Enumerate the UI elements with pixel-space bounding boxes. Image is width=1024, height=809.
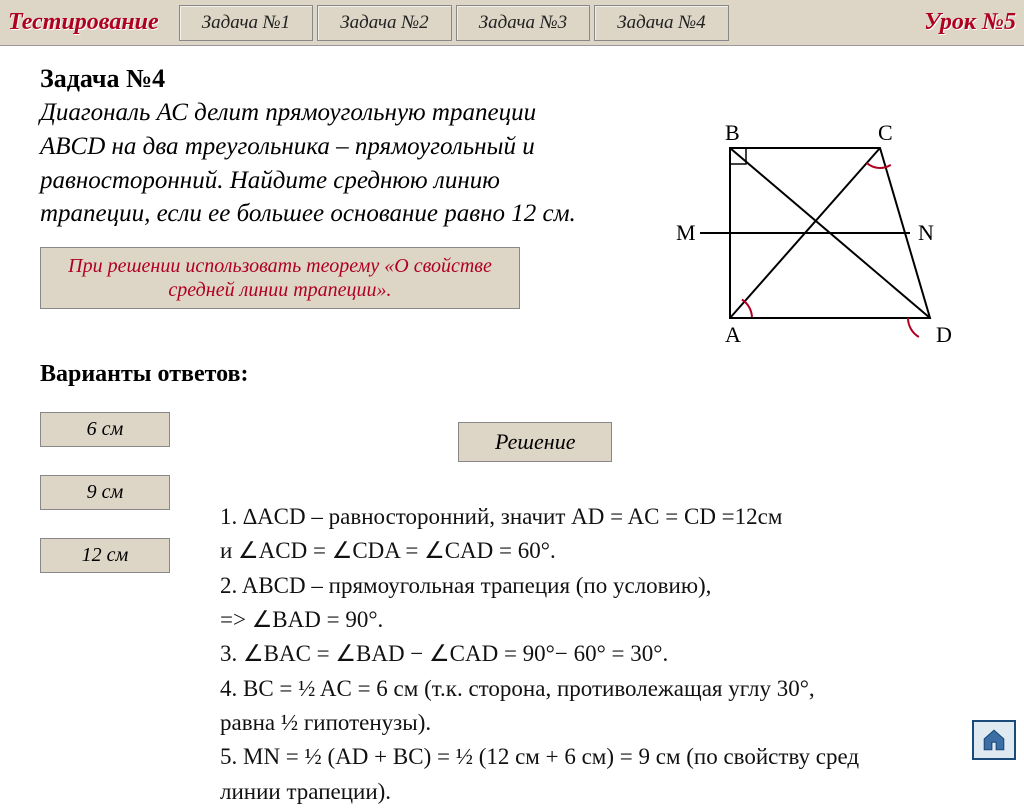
answer-option-1[interactable]: 6 см (40, 412, 170, 447)
svg-text:N: N (918, 220, 934, 245)
home-button[interactable] (972, 720, 1016, 760)
solution-line: равна ½ гипотенузы). (220, 706, 1010, 739)
problem-text: Диагональ АС делит прямоугольную трапеци… (40, 96, 600, 231)
svg-text:C: C (878, 120, 893, 145)
answer-option-2[interactable]: 9 см (40, 475, 170, 510)
tabs: Задача №1 Задача №2 Задача №3 Задача №4 (179, 5, 729, 41)
top-bar: Тестирование Задача №1 Задача №2 Задача … (0, 0, 1024, 46)
svg-text:A: A (725, 322, 741, 347)
geometry-diagram: A B C D M N (620, 108, 980, 348)
svg-text:M: M (676, 220, 696, 245)
solution-line: и ∠ACD = ∠CDA = ∠CAD = 60°. (220, 534, 1010, 567)
content: Задача №4 Диагональ АС делит прямоугольн… (0, 46, 1024, 573)
tab-task-3[interactable]: Задача №3 (456, 5, 591, 41)
lesson-label: Урок №5 (924, 9, 1016, 36)
solution-line: 3. ∠BAC = ∠BAD − ∠CAD = 90°− 60° = 30°. (220, 637, 1010, 670)
answer-options: 6 см 9 см 12 см (40, 412, 170, 573)
tab-task-4[interactable]: Задача №4 (594, 5, 729, 41)
solution-button[interactable]: Решение (458, 422, 612, 462)
answers-title: Варианты ответов: (40, 361, 994, 388)
solution-line: 2. ABCD – прямоугольная трапеция (по усл… (220, 569, 1010, 602)
solution-line: 1. ∆ACD – равносторонний, значит AD = AC… (220, 500, 1010, 533)
solution-line: => ∠BAD = 90°. (220, 603, 1010, 636)
solution-line: 4. BC = ½ AC = 6 см (т.к. сторона, проти… (220, 672, 1010, 705)
svg-text:D: D (936, 322, 952, 347)
solution-line: линии трапеции). (220, 775, 1010, 808)
tab-task-2[interactable]: Задача №2 (317, 5, 452, 41)
solution-text: 1. ∆ACD – равносторонний, значит AD = AC… (220, 500, 1010, 809)
hint-box: При решении использовать теорему «О свой… (40, 247, 520, 309)
problem-title: Задача №4 (40, 64, 994, 94)
home-icon (980, 727, 1008, 753)
svg-text:B: B (725, 120, 740, 145)
testing-label: Тестирование (8, 9, 159, 36)
answer-option-3[interactable]: 12 см (40, 538, 170, 573)
solution-line: 5. MN = ½ (AD + BC) = ½ (12 см + 6 см) =… (220, 740, 1010, 773)
tab-task-1[interactable]: Задача №1 (179, 5, 314, 41)
